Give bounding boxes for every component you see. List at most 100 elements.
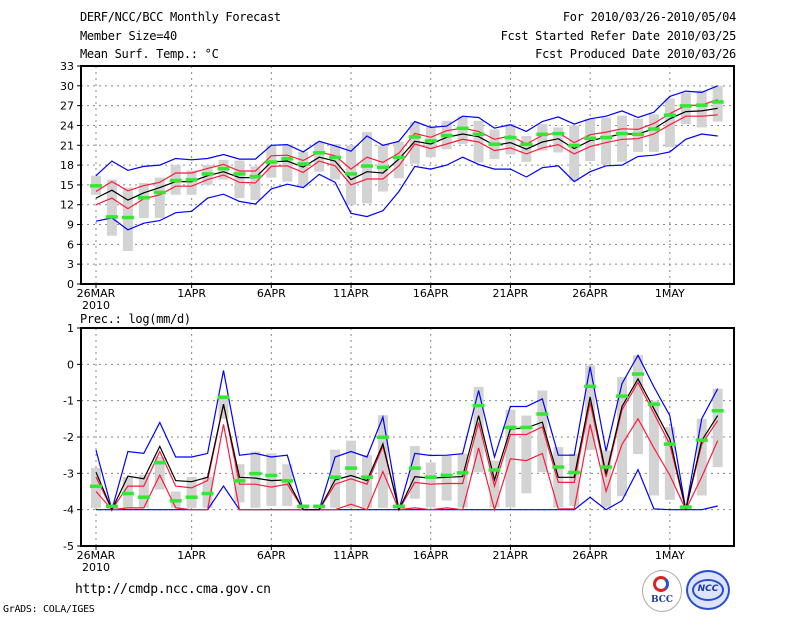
precip-ytick-label: 1 [67,322,74,335]
temp-range-box [234,160,245,199]
precip-range-box [617,377,628,497]
precip-marker [408,466,421,470]
precip-marker [392,504,405,509]
temp-ytick-label: 33 [60,60,74,73]
temp-marker [647,127,660,131]
precip-marker [568,470,581,475]
temp-marker [552,131,565,136]
forecast-produced-date: Fcst Produced Date 2010/03/26 [535,47,736,61]
precip-range-box [186,476,197,508]
bcc-logo: BCC [642,570,682,612]
precip-lower-spread-line [95,417,719,512]
temp-marker [392,155,405,160]
temp-marker [456,126,469,131]
bcc-logo-text: BCC [650,595,674,605]
temp-marker [281,156,294,161]
precip-ensemble-mean-line [95,377,719,512]
ncc-logo: NCC [686,570,730,610]
temp-range-box [553,127,564,153]
precip-range-box [409,446,420,499]
chart-title: DERF/NCC/BCC Monthly Forecast [80,10,281,24]
precip-range-box [138,475,149,508]
footer-url: http://cmdp.ncc.cma.gov.cn [75,582,271,597]
temp-marker [90,184,102,188]
precip-marker [185,495,198,499]
precip-marker [472,403,485,408]
precip-marker [631,372,644,376]
temp-ytick-label: 3 [67,258,74,271]
precip-marker [90,484,102,489]
precip-marker [647,402,660,406]
precip-marker [504,425,517,430]
precip-xtick-label: 1APR [177,549,206,562]
temp-marker [313,151,326,155]
temp-marker [105,215,118,219]
precip-range-box [473,386,484,473]
precip-xtick-label: 26MAR [77,549,116,562]
precip-marker [376,435,389,439]
precip-range-box [537,390,548,473]
temp-xtick-year: 2010 [82,299,110,312]
precip-ytick-label: -1 [63,395,74,408]
precip-range-box [361,455,372,508]
temp-ytick-label: 30 [60,80,74,93]
precip-marker [217,395,230,400]
temp-marker [201,172,214,176]
temp-range-box [664,98,675,148]
precip-marker [265,473,278,478]
precip-xtick-year: 2010 [82,561,110,574]
precip-marker [313,504,326,509]
precip-range-box [457,453,468,508]
temp-range-box [680,92,691,125]
temp-range-box [106,179,117,236]
temp-marker [536,132,549,137]
temp-marker [472,132,485,137]
temp-marker [424,139,437,143]
temp-marker [137,195,150,200]
globe-icon [692,579,724,601]
precip-upper-spread-line [95,381,719,512]
temp-ytick-label: 6 [67,238,74,251]
precip-marker [121,491,134,496]
temp-marker [408,135,421,139]
temp-marker [711,100,724,104]
precip-range-box [425,462,436,508]
temp-marker [217,166,230,171]
temp-marker [249,174,262,179]
temp-range-box [154,177,165,218]
precip-range-box [664,427,675,500]
temp-marker [185,178,198,182]
precip-xtick-label: 6APR [257,549,286,562]
temp-marker [329,155,342,160]
temp-range-box [696,90,707,128]
temp-range-box [617,115,628,162]
temp-xtick-label: 11APR [333,287,369,300]
temp-range-box [569,125,580,181]
temp-range-box [138,182,149,218]
temp-marker [504,135,517,140]
temp-ytick-label: 24 [60,119,74,132]
temp-range-box [186,170,197,195]
temp-range-box [601,117,612,165]
precip-range-box [441,455,452,501]
precip-range-box [521,415,532,494]
precip-marker [153,460,166,465]
precip-marker [584,384,597,389]
precip-marker [663,442,676,446]
precip-range-box [696,418,707,496]
temp-xtick-label: 21APR [493,287,529,300]
temp-marker [584,136,597,141]
temp-marker [616,131,629,136]
precip-marker [600,465,613,469]
temp-ytick-label: 9 [67,219,74,232]
temp-marker [233,172,246,176]
precip-range-box [266,453,277,507]
temp-range-box [537,124,548,151]
temp-ytick-label: 21 [60,139,74,152]
precip-marker [552,465,565,469]
temp-xtick-label: 16APR [413,287,449,300]
precip-marker [711,408,724,413]
precip-marker [456,471,469,475]
precip-xtick-label: 1MAY [655,549,685,562]
